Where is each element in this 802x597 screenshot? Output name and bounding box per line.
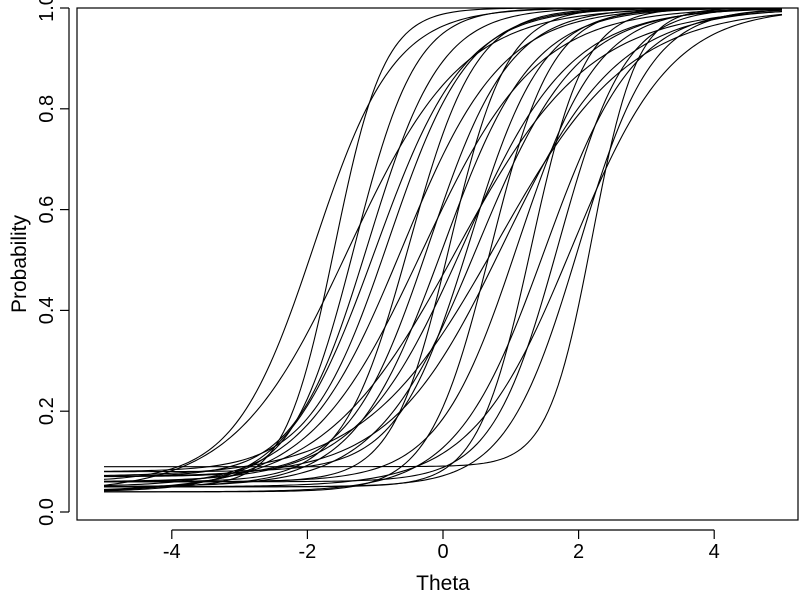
plot-frame: [76, 7, 799, 521]
icc-curve-11: [104, 7, 782, 483]
x-axis-title: Theta: [416, 572, 470, 595]
x-tick-label: -2: [299, 541, 317, 563]
icc-curve-27: [103, 8, 783, 482]
y-tick-label: 0.4: [36, 296, 58, 324]
y-tick-label: 0.6: [36, 196, 58, 224]
icc-curve-26: [104, 9, 783, 488]
x-axis: -4 -2 0 2 4: [163, 529, 720, 563]
icc-curve-23: [103, 7, 782, 480]
y-tick-label: 0.8: [36, 95, 58, 123]
icc-curve-2: [103, 7, 782, 483]
icc-curve-21: [104, 7, 783, 468]
icc-curve-7: [104, 7, 782, 483]
y-tick-label: 0.0: [36, 498, 58, 526]
icc-curve-13: [104, 7, 782, 473]
y-tick-label: 1.0: [36, 0, 58, 22]
y-tick-label: 0.2: [36, 397, 58, 425]
x-tick-label: 0: [437, 541, 448, 563]
icc-curve-25: [103, 13, 783, 477]
x-tick-label: 2: [573, 541, 584, 563]
y-axis-title: Probability: [8, 214, 31, 313]
icc-curve-16: [103, 10, 783, 477]
x-tick-label: 4: [709, 541, 720, 563]
icc-curve-19: [103, 9, 783, 493]
x-tick-label: -4: [163, 541, 181, 563]
curves-group: [103, 7, 783, 493]
icc-curve-5: [103, 7, 783, 472]
icc-curve-10: [103, 7, 783, 488]
icc-curve-17: [103, 8, 783, 483]
icc-curve-12: [103, 11, 783, 490]
y-axis: 0.0 0.2 0.4 0.6 0.8 1.0: [36, 0, 70, 526]
icc-curve-24: [103, 7, 783, 486]
icc-curve-20: [104, 8, 783, 483]
